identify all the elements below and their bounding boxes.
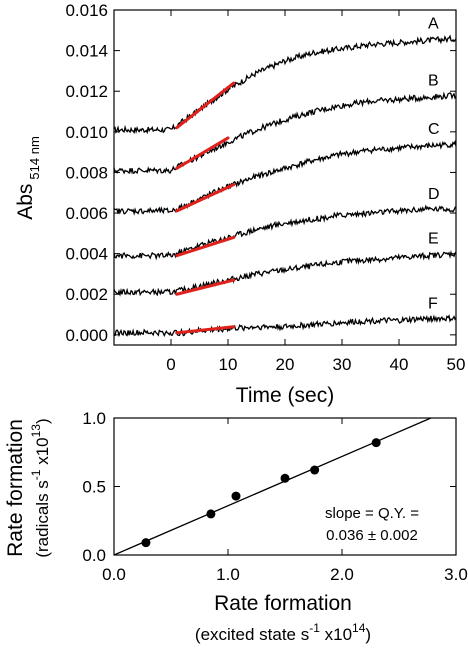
fit-line — [175, 183, 236, 213]
bottom-y-title-group: Rate formation — [4, 419, 27, 557]
trace-label-b: B — [428, 72, 439, 89]
bottom-y-axis-title: Rate formation — [4, 419, 27, 557]
bottom-y-sub-mid: x10 — [33, 437, 52, 469]
trace-label-a: A — [428, 15, 439, 32]
bottom-x-tick-label: 0.0 — [102, 565, 126, 584]
bottom-y-sub-a: (radicals s — [33, 480, 52, 557]
bottom-y-sub-exp2: 13 — [29, 424, 43, 438]
bottom-x-sub-exp: -1 — [309, 621, 320, 635]
top-y-tick-label: 0.016 — [65, 1, 108, 20]
data-point — [310, 465, 320, 475]
fit-line — [175, 235, 236, 258]
top-x-tick-label: 30 — [333, 355, 352, 374]
top-traces — [113, 34, 457, 338]
top-y-tick-label: 0.004 — [65, 245, 108, 264]
top-y-tick-label: 0.000 — [65, 326, 108, 345]
top-x-tick-label: 20 — [276, 355, 295, 374]
slope-annotation-line-1: slope = Q.Y. = — [325, 505, 419, 522]
bottom-y-axis-subtitle: (radicals s-1 x1013) — [29, 418, 52, 557]
data-point — [280, 473, 290, 483]
top-y-tick-label: 0.008 — [65, 163, 108, 182]
trace-label-c: C — [428, 121, 440, 138]
bottom-y-tick-label: 0.5 — [82, 478, 106, 497]
trace-e — [113, 250, 457, 297]
data-point — [141, 538, 151, 548]
top-fit-lines — [175, 81, 236, 335]
bottom-x-axis-subtitle: (excited state s-1 x1014) — [195, 621, 371, 644]
top-plot-frame — [113, 9, 457, 346]
data-point — [371, 438, 381, 448]
top-y-axis-title: Abs 514 nm — [14, 136, 42, 220]
top-y-axis-title-group: Abs 514 nm — [14, 136, 42, 220]
trace-d — [113, 204, 457, 261]
data-point — [231, 491, 241, 501]
top-y-axis-title-sub: 514 nm — [27, 136, 42, 179]
trace-label-d: D — [428, 186, 440, 203]
top-y-tick-label: 0.002 — [65, 285, 108, 304]
top-x-tick-label: 0 — [166, 355, 175, 374]
trace-a — [113, 34, 457, 135]
bottom-y-subtitle-group: (radicals s-1 x1013) — [29, 418, 52, 557]
bottom-x-tick-label: 1.0 — [216, 565, 240, 584]
top-panel: 0 10 20 30 40 50 0.000 0.002 0.004 0.006 0.008 0.01… — [14, 1, 465, 407]
top-x-tick-label: 40 — [390, 355, 409, 374]
bottom-x-tick-label: 2.0 — [330, 565, 354, 584]
top-x-tick-label: 50 — [447, 355, 466, 374]
fit-line — [175, 136, 230, 170]
trace-label-e: E — [428, 231, 439, 248]
top-y-axis-title-main: Abs — [14, 184, 37, 220]
bottom-axis-ticks: 0.0 1.0 2.0 3.0 0.0 0.5 1.0 — [82, 409, 467, 584]
top-trace-labels: A B C D E F — [428, 15, 440, 312]
trace-c — [113, 140, 457, 216]
top-x-axis-title: Time (sec) — [236, 384, 334, 407]
slope-annotation-line-2: 0.036 ± 0.002 — [326, 527, 418, 544]
trace-b — [113, 91, 457, 175]
bottom-x-sub-mid: x10 — [320, 625, 352, 644]
top-x-tick-label: 10 — [219, 355, 238, 374]
bottom-x-axis-title: Rate formation — [214, 592, 352, 615]
fit-line — [175, 278, 236, 296]
top-y-tick-label: 0.014 — [65, 42, 108, 61]
top-y-tick-label: 0.006 — [65, 204, 108, 223]
top-y-tick-label: 0.010 — [65, 123, 108, 142]
bottom-y-tick-label: 0.0 — [82, 546, 106, 565]
bottom-y-sub-exp: -1 — [29, 469, 43, 480]
bottom-x-sub-end: ) — [365, 625, 371, 644]
bottom-panel: 0.0 1.0 2.0 3.0 0.0 0.5 1.0 slope = Q.Y. = 0.0… — [4, 409, 468, 644]
bottom-y-tick-label: 1.0 — [82, 409, 106, 428]
fit-line — [175, 81, 236, 130]
bottom-data-points — [141, 438, 381, 548]
top-y-tick-label: 0.012 — [65, 82, 108, 101]
data-point — [206, 509, 216, 519]
bottom-x-sub-exp2: 14 — [352, 621, 366, 635]
trace-label-f: F — [428, 296, 438, 313]
bottom-x-tick-label: 3.0 — [444, 565, 468, 584]
trace-f — [113, 314, 457, 338]
fit-line — [175, 325, 236, 335]
top-axis-ticks: 0 10 20 30 40 50 0.000 0.002 0.004 0.006 0.008 0.01… — [65, 1, 465, 374]
bottom-y-sub-end: ) — [33, 418, 52, 424]
bottom-x-sub-a: (excited state s — [195, 625, 309, 644]
